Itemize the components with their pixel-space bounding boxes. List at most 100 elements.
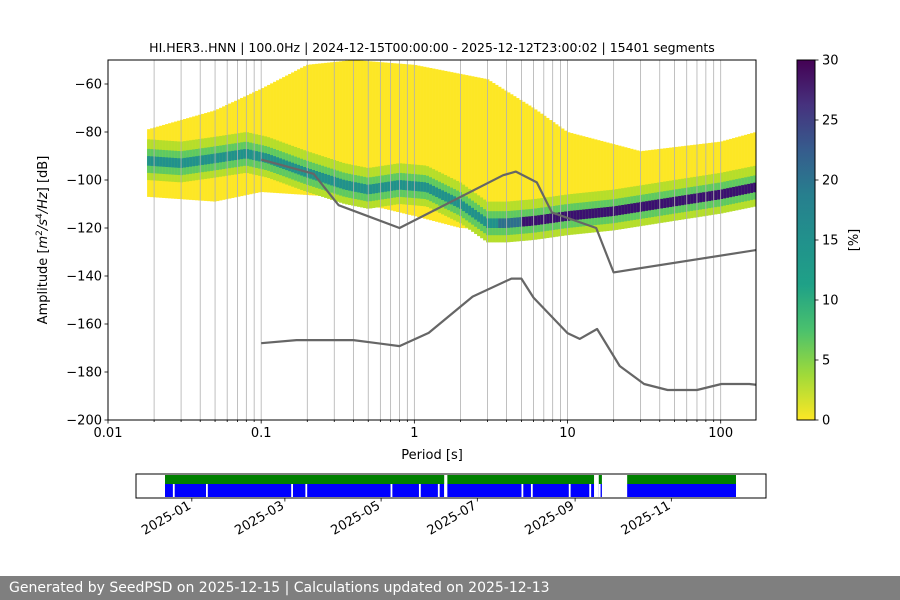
- heatmap-cell-peak: [495, 218, 499, 228]
- heatmap-cell-peak: [186, 157, 190, 168]
- heatmap-cell-peak: [402, 180, 406, 190]
- heatmap-cell-low: [516, 98, 520, 230]
- heatmap-cell-low: [396, 63, 400, 212]
- heatmap-cell-low: [438, 69, 442, 223]
- heatmap-cell-peak: [378, 183, 382, 193]
- heatmap-cell-low: [624, 147, 628, 222]
- heatmap-cell-peak: [351, 181, 355, 192]
- heatmap-cell-peak: [699, 192, 703, 203]
- heatmap-cell-peak: [348, 181, 352, 191]
- gap-marker: [437, 484, 440, 497]
- heatmap-cell-low: [405, 64, 409, 215]
- heatmap-cell-peak: [240, 149, 244, 160]
- heatmap-cell-peak: [333, 176, 337, 187]
- heatmap-cell-low: [462, 74, 466, 229]
- heatmap-cell-peak: [285, 160, 289, 171]
- heatmap-cell-peak: [246, 149, 250, 159]
- heatmap-cell-peak: [441, 190, 445, 200]
- heatmap-cell-low: [324, 62, 328, 197]
- heatmap-cell-peak: [552, 213, 556, 223]
- heatmap-cell-low: [540, 113, 544, 228]
- colorbar-tick-label: 20: [822, 174, 839, 189]
- heatmap-cell-peak: [567, 211, 571, 221]
- gap-marker: [418, 484, 421, 497]
- heatmap-cell-peak: [591, 208, 595, 219]
- heatmap-cell-peak: [267, 153, 271, 164]
- heatmap-cell-low: [435, 69, 439, 222]
- heatmap-cell-peak: [576, 210, 580, 220]
- heatmap-cell-peak: [216, 153, 220, 163]
- heatmap-cell-peak: [630, 203, 634, 214]
- psd-heatmap: [147, 60, 756, 243]
- x-tick-label: 1: [410, 426, 418, 441]
- heatmap-cell-peak: [417, 181, 421, 192]
- heatmap-cell-low: [408, 64, 412, 215]
- y-tick-label: −120: [66, 222, 102, 237]
- heatmap-cell-low: [510, 94, 514, 231]
- heatmap-cell-peak: [177, 158, 181, 168]
- heatmap-cell-peak: [540, 214, 544, 225]
- heatmap-cell-peak: [663, 198, 667, 208]
- heatmap-cell-peak: [723, 188, 727, 199]
- heatmap-cell-low: [618, 145, 622, 222]
- heatmap-cell-peak: [750, 183, 754, 193]
- heatmap-cell-peak: [672, 196, 676, 207]
- heatmap-cell-low: [306, 64, 310, 196]
- heatmap-cell-peak: [222, 152, 226, 162]
- heatmap-cell-peak: [258, 151, 262, 162]
- heatmap-cell-peak: [414, 181, 418, 192]
- timeline-tick-label: 2025-01: [139, 498, 194, 538]
- heatmap-cell-low: [330, 62, 334, 197]
- heatmap-cell-peak: [168, 157, 172, 168]
- heatmap-cell-peak: [645, 201, 649, 211]
- heatmap-cell-low: [525, 103, 529, 229]
- heatmap-cell-peak: [471, 207, 475, 218]
- heatmap-cell-low: [300, 67, 304, 195]
- heatmap-cell-peak: [435, 187, 439, 198]
- heatmap-cell-low: [297, 69, 301, 195]
- heatmap-cell-peak: [714, 190, 718, 200]
- x-axis-label: Period [s]: [401, 448, 463, 463]
- heatmap-cell-low: [348, 60, 352, 201]
- heatmap-cell-peak: [627, 204, 631, 214]
- heatmap-cell-peak: [525, 216, 529, 227]
- heatmap-cell-peak: [192, 156, 196, 167]
- heatmap-cell-low: [327, 62, 331, 197]
- heatmap-cell-low: [375, 61, 379, 207]
- heatmap-cell-peak: [231, 150, 235, 161]
- heatmap-cell-low: [591, 138, 595, 224]
- heatmap-cell-peak: [696, 193, 700, 203]
- heatmap-cell-low: [630, 148, 634, 221]
- heatmap-cell-peak: [207, 154, 211, 165]
- y-tick-label: −60: [75, 78, 102, 93]
- heatmap-cell-peak: [354, 182, 358, 192]
- heatmap-cell-low: [312, 64, 316, 196]
- heatmap-cell-peak: [318, 171, 322, 182]
- heatmap-cell-peak: [642, 201, 646, 212]
- heatmap-cell-peak: [669, 197, 673, 208]
- heatmap-cell-peak: [243, 149, 247, 159]
- y-tick-label: −180: [66, 366, 102, 381]
- heatmap-cell-low: [291, 72, 295, 195]
- heatmap-cell-peak: [372, 183, 376, 194]
- heatmap-cell-peak: [615, 205, 619, 216]
- y-tick-label: −160: [66, 318, 102, 333]
- heatmap-cell-peak: [339, 178, 343, 189]
- heatmap-cell-peak: [468, 205, 472, 216]
- heatmap-cell-low: [582, 136, 586, 225]
- timeline-tick-label: 2025-09: [523, 498, 578, 538]
- heatmap-cell-peak: [330, 175, 334, 186]
- heatmap-cell-low: [576, 134, 580, 225]
- heatmap-cell-low: [357, 60, 361, 203]
- heatmap-cell-peak: [684, 195, 688, 205]
- heatmap-cell-peak: [537, 215, 541, 225]
- y-ticks: −200 −180 −160 −140 −120 −100 −80 −60: [66, 78, 108, 429]
- x-tick-label: 0.01: [94, 426, 123, 441]
- colorbar-ticks: 0 5 10 15 20 25 30: [815, 54, 839, 429]
- heatmap-cell-low: [546, 117, 550, 228]
- heatmap-cell-low: [411, 64, 415, 216]
- heatmap-cell-peak: [393, 180, 397, 191]
- heatmap-cell-peak: [420, 181, 424, 192]
- heatmap-cell-low: [477, 77, 481, 229]
- y-tick-label: −140: [66, 270, 102, 285]
